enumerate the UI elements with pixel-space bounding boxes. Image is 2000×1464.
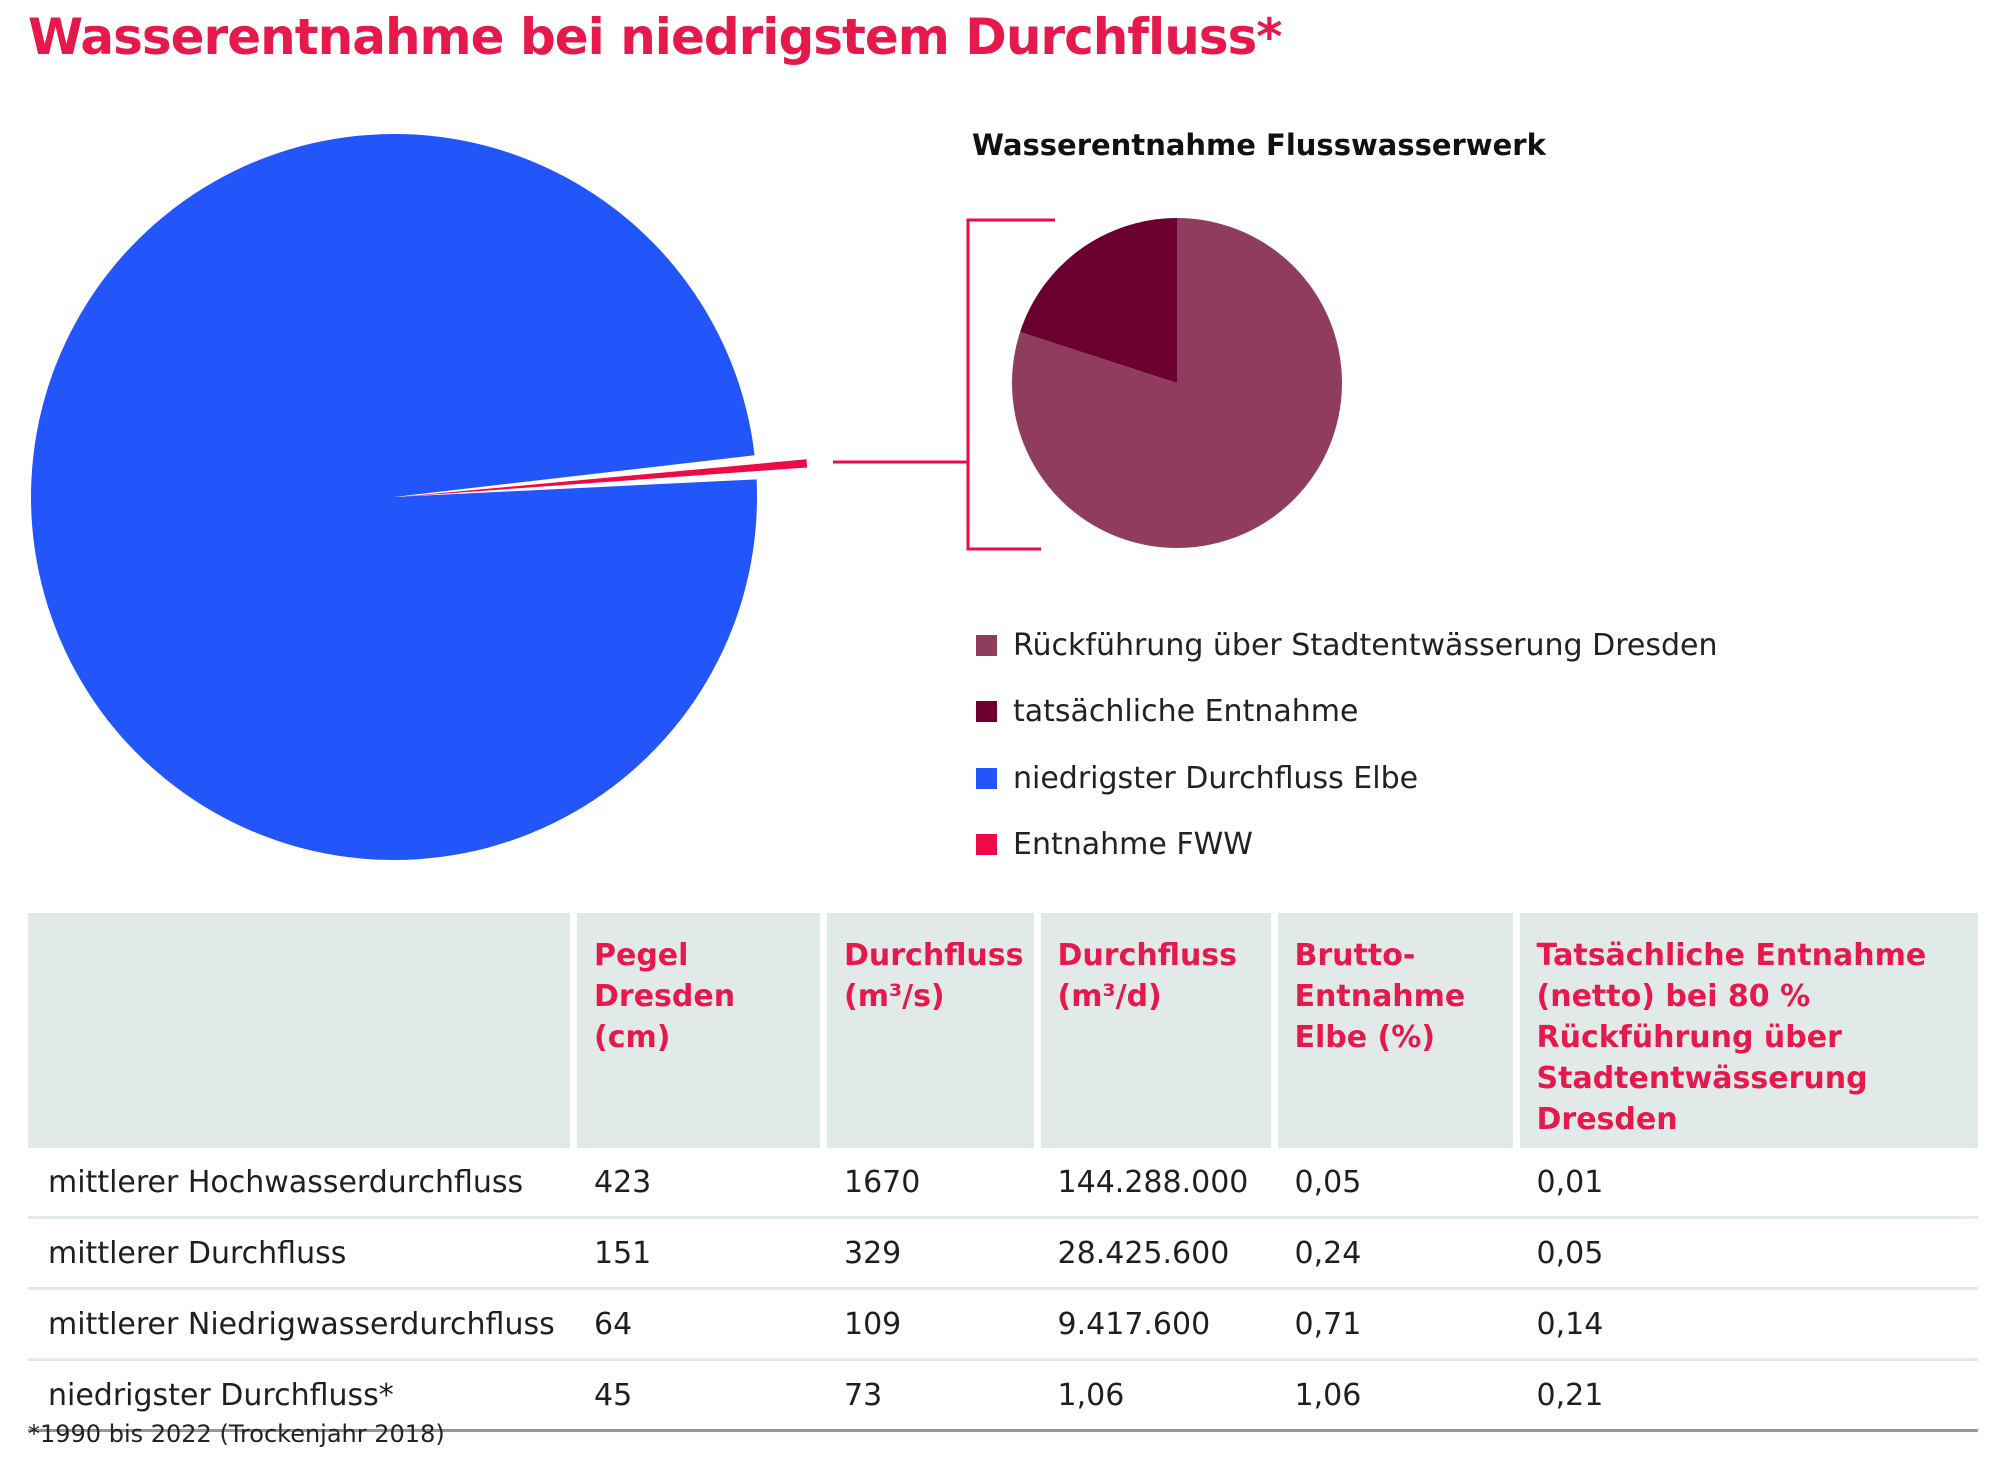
header-cell: Durchfluss (m³/d) [1040,913,1278,1148]
page-title: Wasserentnahme bei niedrigstem Durchflus… [28,8,1282,66]
table-cell: 0,05 [1277,1148,1520,1219]
header-cell: Brutto-Entnahme Elbe (%) [1277,913,1520,1148]
slice-entnahme-fww [398,459,808,497]
main-pie [30,133,808,860]
header-cell: Durchfluss (m³/s) [827,913,1041,1148]
row-label: mittlerer Durchfluss [28,1219,577,1290]
header-cell [28,913,577,1148]
table-header-row: Pegel Dresden (cm) Durchfluss (m³/s) Dur… [28,913,1978,1148]
table-row: mittlerer Niedrigwasserdurchfluss 64 109 9.… [28,1290,1978,1361]
legend-swatch [976,767,997,789]
table-cell: 64 [577,1290,827,1361]
header-cell: Pegel Dresden (cm) [577,913,827,1148]
table-cell: 9.417.600 [1040,1290,1278,1361]
header-cell: Tatsächliche Entnahme (netto) bei 80 % R… [1519,913,1978,1148]
slice-niedrigster-durchfluss-elbe [30,133,757,860]
legend-label: Entnahme FWW [1013,827,1253,863]
slice-tatsaechliche-entnahme [1020,218,1177,383]
legend-swatch [976,701,997,723]
table-cell: 73 [827,1361,1041,1432]
table-cell: 0,05 [1519,1219,1978,1290]
table-cell: 28.425.600 [1040,1219,1278,1290]
table-cell: 0,24 [1277,1219,1520,1290]
table-cell: 144.288.000 [1040,1148,1278,1219]
fww-pie-title: Wasserentnahme Flusswasserwerk [972,128,1546,162]
data-table: Pegel Dresden (cm) Durchfluss (m³/s) Dur… [28,913,1978,1432]
fww-pie [1012,218,1342,548]
table-cell: 109 [827,1290,1041,1361]
legend-item: Rückführung über Stadtentwässerung Dresd… [976,612,1717,679]
legend-item: tatsächliche Entnahme [976,679,1717,746]
bracket [966,218,1055,551]
table-cell: 45 [577,1361,827,1432]
table-row: mittlerer Durchfluss 151 329 28.425.600 0,24… [28,1219,1978,1290]
legend-label: tatsächliche Entnahme [1013,694,1359,730]
table-cell: 0,01 [1519,1148,1978,1219]
legend: Rückführung über Stadtentwässerung Dresd… [976,612,1717,878]
legend-swatch [976,634,997,656]
row-label: mittlerer Niedrigwasserdurchfluss [28,1290,577,1361]
table-cell: 1,06 [1277,1361,1520,1432]
table-cell: 0,71 [1277,1290,1520,1361]
pie-charts [30,133,1342,860]
row-label: niedrigster Durchfluss* [28,1361,577,1432]
table-cell: 1,06 [1040,1361,1278,1432]
legend-swatch [976,834,997,856]
table-cell: 423 [577,1148,827,1219]
legend-item: niedrigster Durchfluss Elbe [976,745,1717,812]
table-row: mittlerer Hochwasserdurchfluss 423 1670 144… [28,1148,1978,1219]
legend-label: Rückführung über Stadtentwässerung Dresd… [1013,627,1718,663]
table-cell: 0,14 [1519,1290,1978,1361]
table-cell: 1670 [827,1148,1041,1219]
legend-label: niedrigster Durchfluss Elbe [1013,760,1419,796]
table-cell: 329 [827,1219,1041,1290]
table-row: niedrigster Durchfluss* 45 73 1,06 1,06 0,21 [28,1361,1978,1432]
legend-item: Entnahme FWW [976,812,1717,879]
table-cell: 0,21 [1519,1361,1978,1432]
footnote: *1990 bis 2022 (Trockenjahr 2018) [28,1420,445,1448]
table-cell: 151 [577,1219,827,1290]
row-label: mittlerer Hochwasserdurchfluss [28,1148,577,1219]
